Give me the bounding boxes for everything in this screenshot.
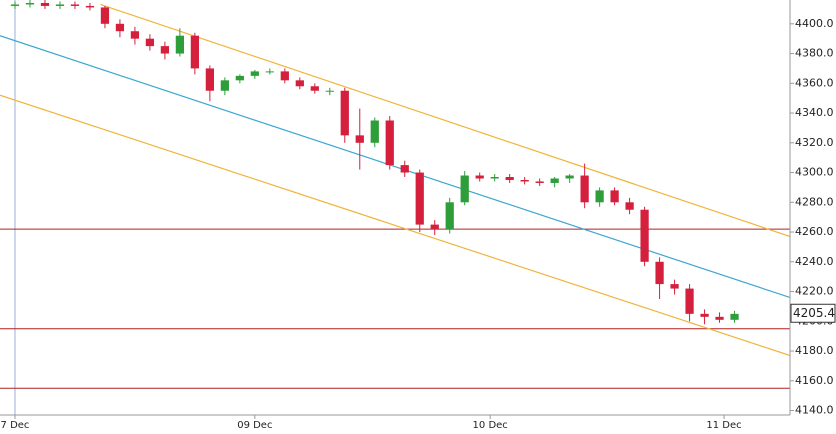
candle-body — [325, 90, 334, 92]
y-tick-label: 4240.0 — [795, 255, 834, 268]
y-tick-label: 4280.0 — [795, 195, 834, 208]
candle-body — [175, 35, 185, 54]
trend-line — [100, 3, 790, 238]
candle-body — [685, 288, 694, 314]
candle-body — [595, 190, 604, 203]
candle-body — [445, 202, 454, 230]
y-tick-label: 4360.0 — [795, 76, 834, 89]
candle-body — [25, 2, 35, 5]
candle-body — [265, 71, 274, 73]
candle-body — [460, 175, 469, 203]
y-tick-label: 4340.0 — [795, 106, 834, 119]
candle-body — [70, 4, 80, 6]
plot-area — [0, 0, 790, 415]
candle-body — [370, 120, 379, 143]
candle-body — [625, 202, 634, 210]
candle-body — [505, 177, 514, 180]
trend-line — [0, 35, 790, 299]
y-tick-label: 4300.0 — [795, 166, 834, 179]
y-tick-label: 4140.0 — [795, 404, 834, 417]
candle-body — [310, 86, 319, 91]
candle-body — [610, 190, 619, 203]
trend-line — [0, 94, 790, 357]
y-tick-label: 4380.0 — [795, 47, 834, 60]
y-tick-label: 4260.0 — [795, 225, 834, 238]
candle-body — [340, 90, 349, 136]
x-tick-label: 11 Dec — [706, 420, 741, 431]
candle-body — [250, 71, 259, 76]
candle-body — [160, 46, 170, 54]
candle-body — [655, 261, 664, 285]
y-tick-label: 4220.0 — [795, 285, 834, 298]
candle-body — [100, 7, 110, 24]
candle-body — [220, 80, 229, 91]
y-tick-label: 4320.0 — [795, 136, 834, 149]
candle-body — [640, 209, 649, 262]
y-tick-label: 4160.0 — [795, 374, 834, 387]
candle-body — [355, 135, 364, 143]
candle-body — [520, 179, 529, 182]
candle-body — [205, 68, 214, 91]
candle-body — [40, 2, 50, 6]
candle-body — [730, 313, 739, 320]
candle-body — [430, 224, 439, 230]
candle-body — [55, 4, 65, 6]
candle-body — [580, 175, 589, 203]
candle-body — [715, 316, 724, 320]
x-tick-label: 7 Dec — [1, 420, 30, 431]
candle-body — [280, 71, 289, 81]
candle-body — [415, 172, 424, 225]
candle-body — [235, 75, 244, 81]
candle-body — [10, 4, 20, 6]
candle-body — [190, 35, 199, 69]
candle-body — [295, 80, 304, 87]
candle-body — [700, 313, 709, 317]
candle-body — [400, 165, 409, 173]
y-tick-label: 4180.0 — [795, 344, 834, 357]
x-tick-label: 09 Dec — [237, 420, 272, 431]
candle-body — [130, 31, 140, 39]
y-tick-label: 4400.0 — [795, 17, 834, 30]
candle-body — [145, 38, 155, 47]
candle-body — [535, 181, 544, 183]
candle-body — [115, 23, 125, 32]
candle-body — [475, 175, 484, 179]
candle-body — [565, 175, 574, 179]
last-price-box — [790, 303, 836, 323]
candle-body — [85, 5, 95, 8]
candle-body — [385, 120, 394, 166]
candle-body — [550, 178, 559, 183]
candle-body — [490, 177, 499, 179]
candle-body — [670, 284, 679, 289]
last-price-label: 4205.4 — [793, 306, 835, 320]
x-tick-label: 10 Dec — [473, 420, 508, 431]
